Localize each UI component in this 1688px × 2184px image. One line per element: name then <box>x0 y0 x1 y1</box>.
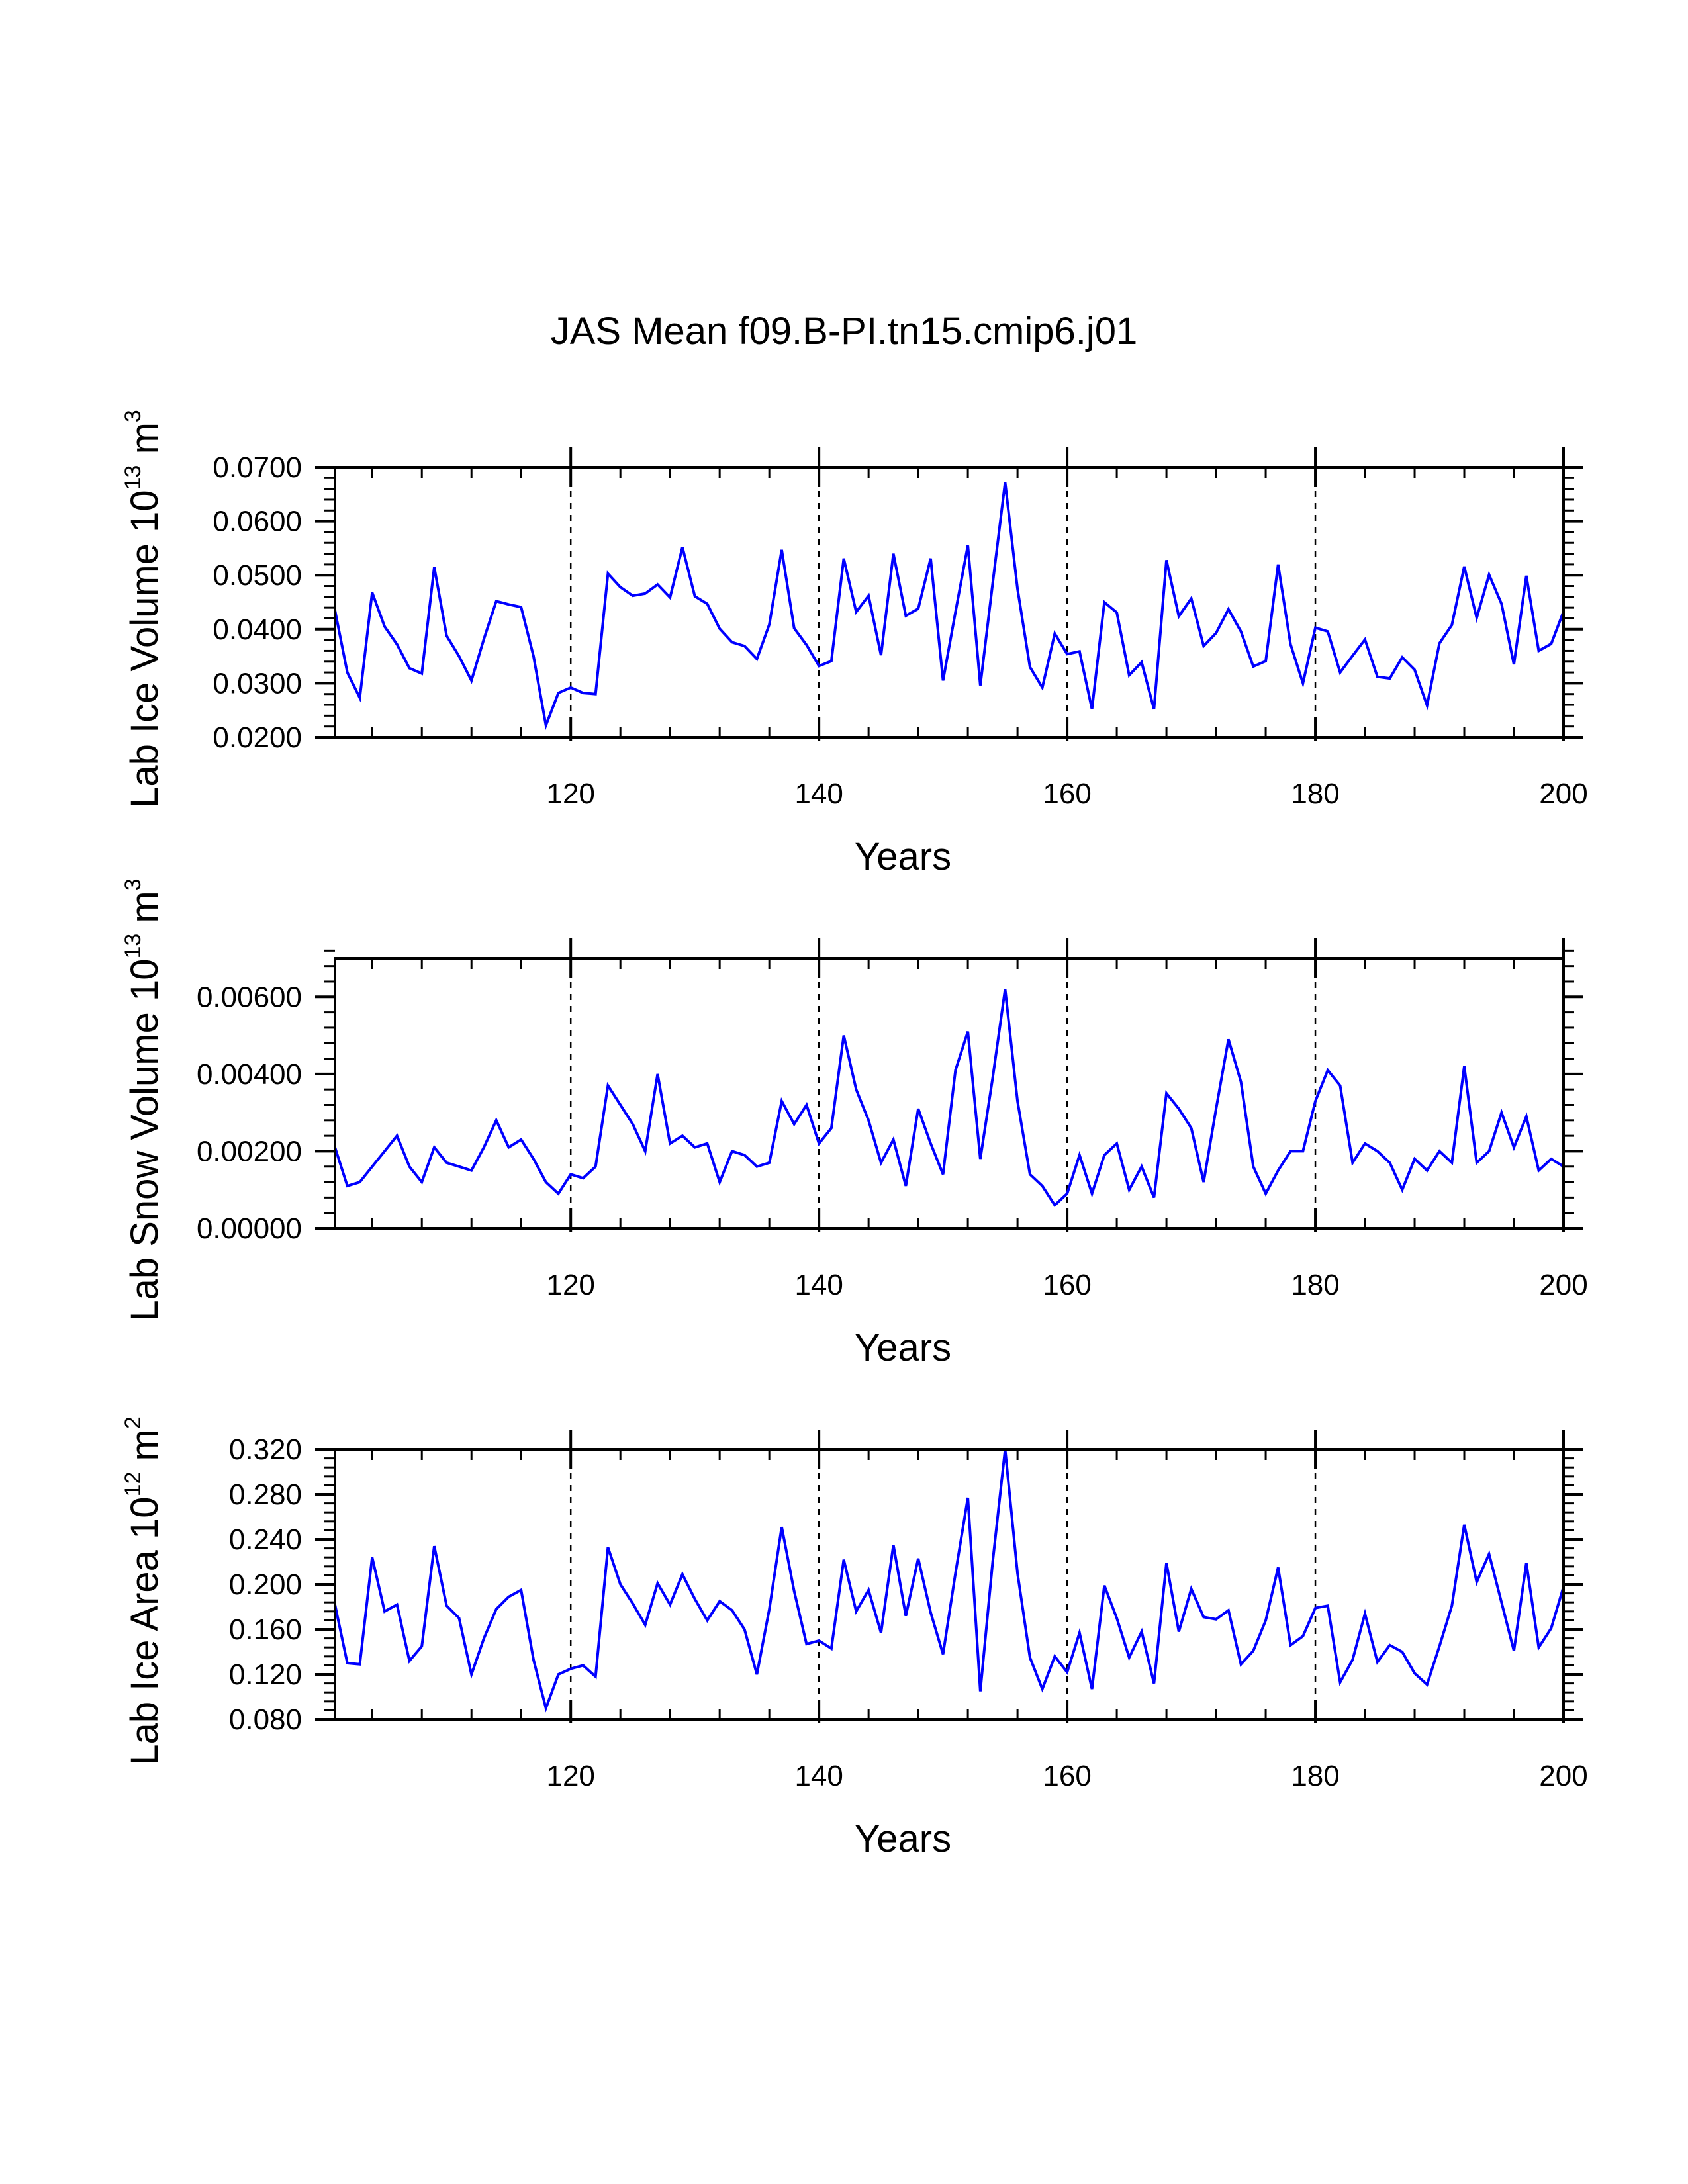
panel-ice-volume: 120 140 160 180 200 0.0200 0.0300 0.0400 0.0500 0… <box>120 410 1588 878</box>
y-tick-label: 0.0600 <box>212 506 302 538</box>
x-tick-label: 160 <box>1043 778 1091 810</box>
panel-snow-volume: 120 140 160 180 200 0.00000 0.00200 0.00400 0.00… <box>120 878 1588 1369</box>
panel-ice-area: 120 140 160 180 200 0.080 0.120 0.160 0.200 0.240… <box>120 1416 1588 1860</box>
x-tick-label: 160 <box>1043 1760 1091 1792</box>
y-tick-label: 0.240 <box>229 1524 302 1556</box>
x-tick-label: 140 <box>794 778 843 810</box>
x-tick-label: 160 <box>1043 1269 1091 1301</box>
x-tick-label: 140 <box>794 1760 843 1792</box>
y-tick-label: 0.160 <box>229 1614 302 1646</box>
y-tick-label: 0.00600 <box>197 981 302 1013</box>
x-tick-label: 200 <box>1539 778 1587 810</box>
x-tick-label: 120 <box>546 1269 594 1301</box>
x-tick-label: 180 <box>1291 1760 1339 1792</box>
x-axis-label: Years <box>855 1326 951 1369</box>
y-tick-label: 0.0500 <box>212 559 302 592</box>
y-axis-label: Lab Ice Volume 1013 m3 <box>120 410 166 808</box>
x-axis-label: Years <box>855 835 951 878</box>
y-tick-label: 0.0700 <box>212 451 302 484</box>
y-tick-label: 0.00200 <box>197 1135 302 1167</box>
y-tick-label: 0.200 <box>229 1569 302 1601</box>
y-tick-label: 0.280 <box>229 1479 302 1511</box>
x-tick-label: 200 <box>1539 1269 1587 1301</box>
y-tick-label: 0.0300 <box>212 667 302 700</box>
plot-frame <box>334 466 1565 739</box>
x-tick-label: 200 <box>1539 1760 1587 1792</box>
x-tick-label: 180 <box>1291 1269 1339 1301</box>
plot-frame <box>334 1448 1565 1721</box>
plot-frame <box>334 957 1565 1230</box>
y-tick-label: 0.120 <box>229 1659 302 1691</box>
x-tick-label: 140 <box>794 1269 843 1301</box>
y-tick-label: 0.320 <box>229 1433 302 1466</box>
x-tick-label: 120 <box>546 778 594 810</box>
x-tick-label: 120 <box>546 1760 594 1792</box>
x-axis-label: Years <box>855 1817 951 1860</box>
series-line <box>334 482 1565 731</box>
y-tick-label: 0.0200 <box>212 721 302 754</box>
y-axis-label: Lab Ice Area 1012 m2 <box>120 1416 166 1766</box>
x-tick-label: 180 <box>1291 778 1339 810</box>
y-axis-label: Lab Snow Volume 1013 m3 <box>120 878 166 1321</box>
y-tick-label: 0.0400 <box>212 614 302 646</box>
y-tick-label: 0.00000 <box>197 1212 302 1245</box>
y-tick-label: 0.00400 <box>197 1058 302 1091</box>
figure-title: JAS Mean f09.B-PI.tn15.cmip6.j01 <box>551 310 1138 353</box>
y-tick-label: 0.080 <box>229 1704 302 1736</box>
series-line <box>334 1449 1565 1713</box>
series-line <box>334 989 1565 1208</box>
